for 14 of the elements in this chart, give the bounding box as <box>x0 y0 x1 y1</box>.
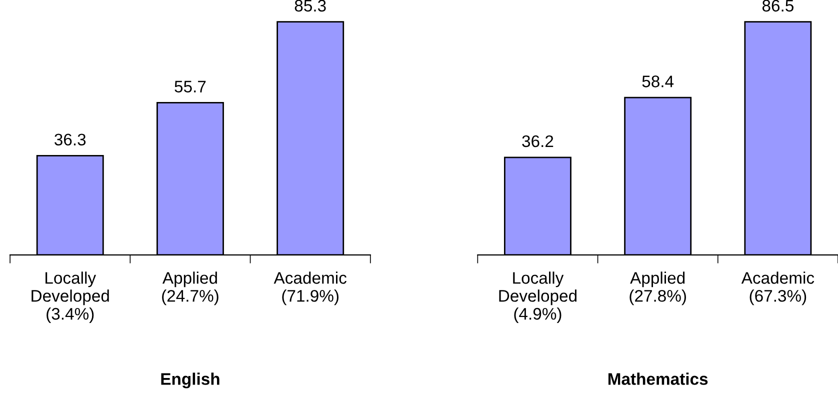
data-label: 58.4 <box>642 76 674 88</box>
text: English <box>161 372 220 388</box>
x-tick-label: Locally Developed (4.9%) <box>499 272 576 324</box>
data-label: 86.5 <box>762 0 794 12</box>
data-label: 36.2 <box>522 135 554 148</box>
x-tick-label: Applied (24.7%) <box>162 272 218 306</box>
text: Mathematics <box>608 372 708 385</box>
data-label: 36.3 <box>54 134 86 146</box>
data-label: 85.3 <box>294 0 326 12</box>
x-tick-label: Locally Developed (3.4%) <box>32 272 109 324</box>
data-label: 55.7 <box>174 80 206 92</box>
x-tick-label: Academic (67.3%) <box>741 272 814 306</box>
x-tick-label: Academic (71.9%) <box>274 272 346 306</box>
x-tick-label: Applied (27.8%) <box>630 272 686 306</box>
